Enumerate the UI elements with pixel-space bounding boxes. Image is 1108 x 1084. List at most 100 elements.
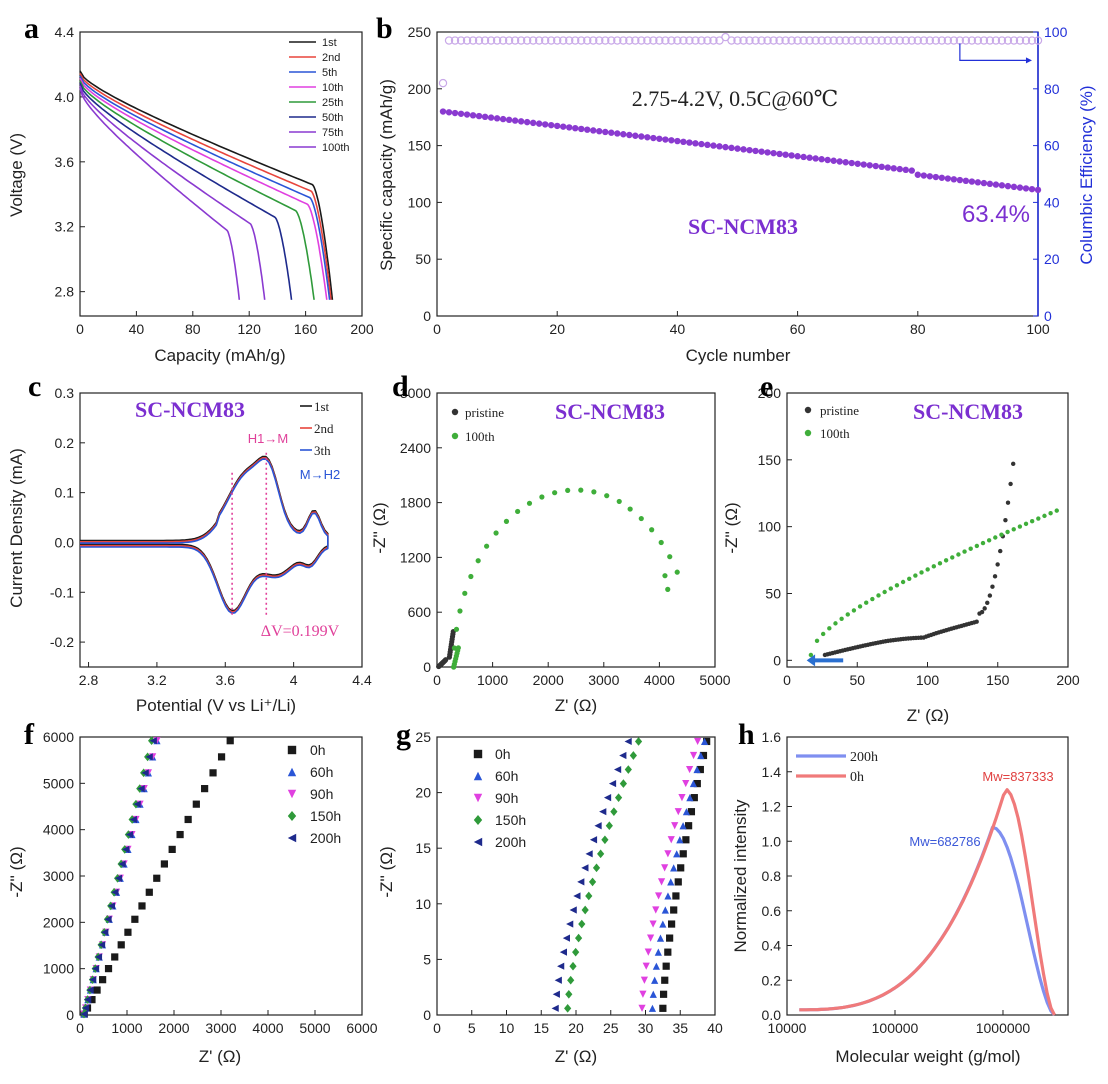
x-tick-label: 60 (790, 321, 806, 337)
y-tick-label: 0 (773, 652, 781, 668)
point-0h (192, 800, 200, 808)
legend-marker-150h (473, 814, 483, 826)
y-tick-label: 200 (758, 385, 782, 401)
ce-point (751, 36, 760, 45)
pristine-point (995, 562, 1000, 567)
x-tick-label: 40 (707, 1020, 723, 1036)
capacity-point (908, 167, 915, 174)
legend-label-200h: 200h (850, 750, 878, 765)
point-60h (667, 878, 675, 886)
point-0h (93, 986, 101, 994)
capacity-point (890, 165, 897, 172)
point-0h (659, 1004, 667, 1012)
capacity-point (578, 125, 585, 133)
ce-point (901, 36, 910, 45)
legend-label-60h: 60h (310, 764, 333, 780)
capacity-point (1022, 185, 1030, 192)
point-0h (145, 888, 153, 896)
x-tick-label: 120 (238, 321, 262, 337)
pristine-point (443, 657, 449, 663)
ce-point (697, 36, 706, 45)
point-0h (693, 779, 701, 788)
ce-point (781, 36, 790, 45)
point-150h (569, 961, 577, 971)
y-tick-label: 0 (423, 1007, 431, 1023)
ce-point (444, 36, 454, 45)
ce-point (931, 36, 941, 45)
point-200h (133, 800, 141, 808)
capacity-point (836, 158, 843, 165)
ce-point (793, 36, 802, 45)
point-150h (567, 975, 575, 985)
x-tick-label: 40 (129, 321, 145, 337)
capacity-point (662, 136, 669, 143)
x-axis-title: Cycle number (686, 346, 791, 365)
peak-label-m-h2: M→H2 (300, 467, 340, 482)
cycled-point (665, 586, 671, 592)
panel-letter-d: d (392, 370, 409, 403)
panel-letter-c: c (28, 370, 41, 403)
cycled-point (894, 583, 900, 588)
y-tick-label: 5 (423, 951, 431, 967)
legend-label-200h: 200h (310, 830, 341, 846)
sample-label: SC-NCM83 (555, 399, 665, 424)
capacity-point (950, 176, 958, 183)
ce-point (943, 36, 953, 45)
sample-label: SC-NCM83 (688, 214, 798, 239)
condition-annotation: 2.75-4.2V, 0.5C@60℃ (632, 86, 838, 111)
x-tick-label: 0 (433, 672, 441, 688)
point-200h (552, 990, 560, 998)
ce-point (546, 36, 556, 45)
capacity-point (704, 141, 711, 149)
cv-curve-3th (80, 458, 329, 615)
point-200h (559, 948, 567, 956)
legend-label-pristine: pristine (465, 405, 504, 420)
pristine-point (1003, 517, 1008, 523)
cycled-point (907, 576, 912, 581)
cycled-point (578, 487, 584, 493)
x-tick-label: 80 (910, 321, 926, 337)
capacity-point (499, 115, 507, 123)
x-axis-title: Z' (Ω) (907, 706, 949, 725)
cycled-point (827, 626, 832, 631)
capacity-point (956, 176, 964, 184)
capacity-point (734, 145, 741, 152)
axis-arrow-head (1025, 57, 1032, 64)
y-tick-label: 0.6 (762, 903, 782, 919)
capacity-point (517, 118, 525, 125)
y-axis-title: -Z'' (Ω) (377, 846, 396, 897)
ce-point (1003, 36, 1013, 45)
ce-point (462, 36, 472, 45)
cycled-point (638, 515, 644, 522)
cycled-point (1054, 508, 1059, 513)
ce-point (486, 36, 496, 45)
x-tick-label: 100 (916, 672, 940, 688)
capacity-point (668, 137, 675, 144)
capacity-point (926, 173, 934, 180)
y-tick-label: 1800 (400, 495, 431, 511)
point-150h (592, 863, 601, 873)
capacity-point (842, 159, 849, 166)
cycled-point (493, 530, 499, 536)
ce-point (595, 36, 604, 45)
x-axis-title: Z' (Ω) (199, 1047, 241, 1066)
cycled-point (1042, 513, 1047, 519)
capacity-point (818, 156, 825, 163)
capacity-point (487, 114, 495, 121)
panel-f: 0 1000 2000 3000 4000 5000 6000 0 1000 2000 3000 40… (7, 729, 378, 1066)
y-tick-label: 100 (408, 194, 432, 210)
point-60h (700, 737, 709, 746)
ce-point (979, 36, 989, 45)
cycled-point (808, 652, 814, 658)
legend-label-60h: 60h (495, 768, 518, 784)
capacity-point (620, 131, 627, 138)
capacity-point (974, 179, 982, 186)
point-0h (667, 920, 676, 928)
capacity-point (776, 150, 783, 158)
capacity-point (932, 173, 940, 181)
capacity-point (596, 128, 603, 135)
ce-point (889, 36, 898, 45)
capacity-point (938, 174, 946, 181)
cycled-point (876, 593, 881, 598)
legend-label-2nd: 2nd (314, 421, 334, 436)
